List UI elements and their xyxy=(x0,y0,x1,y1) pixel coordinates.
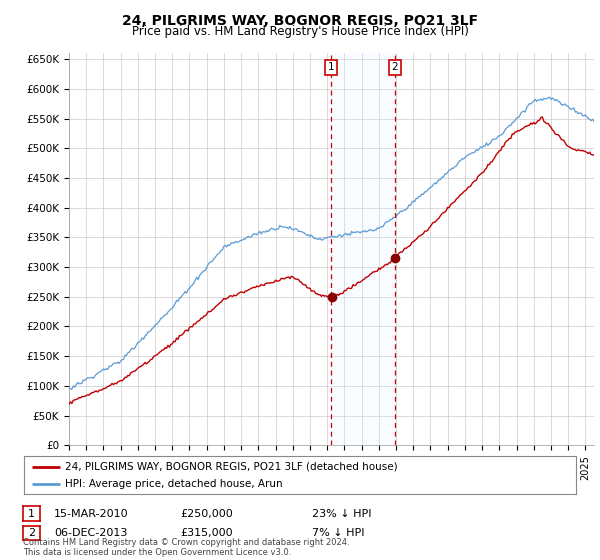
Text: Price paid vs. HM Land Registry's House Price Index (HPI): Price paid vs. HM Land Registry's House … xyxy=(131,25,469,38)
Text: 2: 2 xyxy=(28,528,35,538)
Text: 7% ↓ HPI: 7% ↓ HPI xyxy=(312,528,365,538)
Text: 1: 1 xyxy=(328,63,334,72)
Text: 1: 1 xyxy=(28,508,35,519)
Text: 15-MAR-2010: 15-MAR-2010 xyxy=(54,508,128,519)
Text: 06-DEC-2013: 06-DEC-2013 xyxy=(54,528,127,538)
Text: 2: 2 xyxy=(391,63,398,72)
Bar xyxy=(331,53,395,445)
Text: 23% ↓ HPI: 23% ↓ HPI xyxy=(312,508,371,519)
Text: 24, PILGRIMS WAY, BOGNOR REGIS, PO21 3LF: 24, PILGRIMS WAY, BOGNOR REGIS, PO21 3LF xyxy=(122,14,478,28)
Text: Contains HM Land Registry data © Crown copyright and database right 2024.
This d: Contains HM Land Registry data © Crown c… xyxy=(23,538,349,557)
Text: £250,000: £250,000 xyxy=(180,508,233,519)
Text: HPI: Average price, detached house, Arun: HPI: Average price, detached house, Arun xyxy=(65,479,283,489)
Text: 24, PILGRIMS WAY, BOGNOR REGIS, PO21 3LF (detached house): 24, PILGRIMS WAY, BOGNOR REGIS, PO21 3LF… xyxy=(65,461,398,472)
Text: £315,000: £315,000 xyxy=(180,528,233,538)
